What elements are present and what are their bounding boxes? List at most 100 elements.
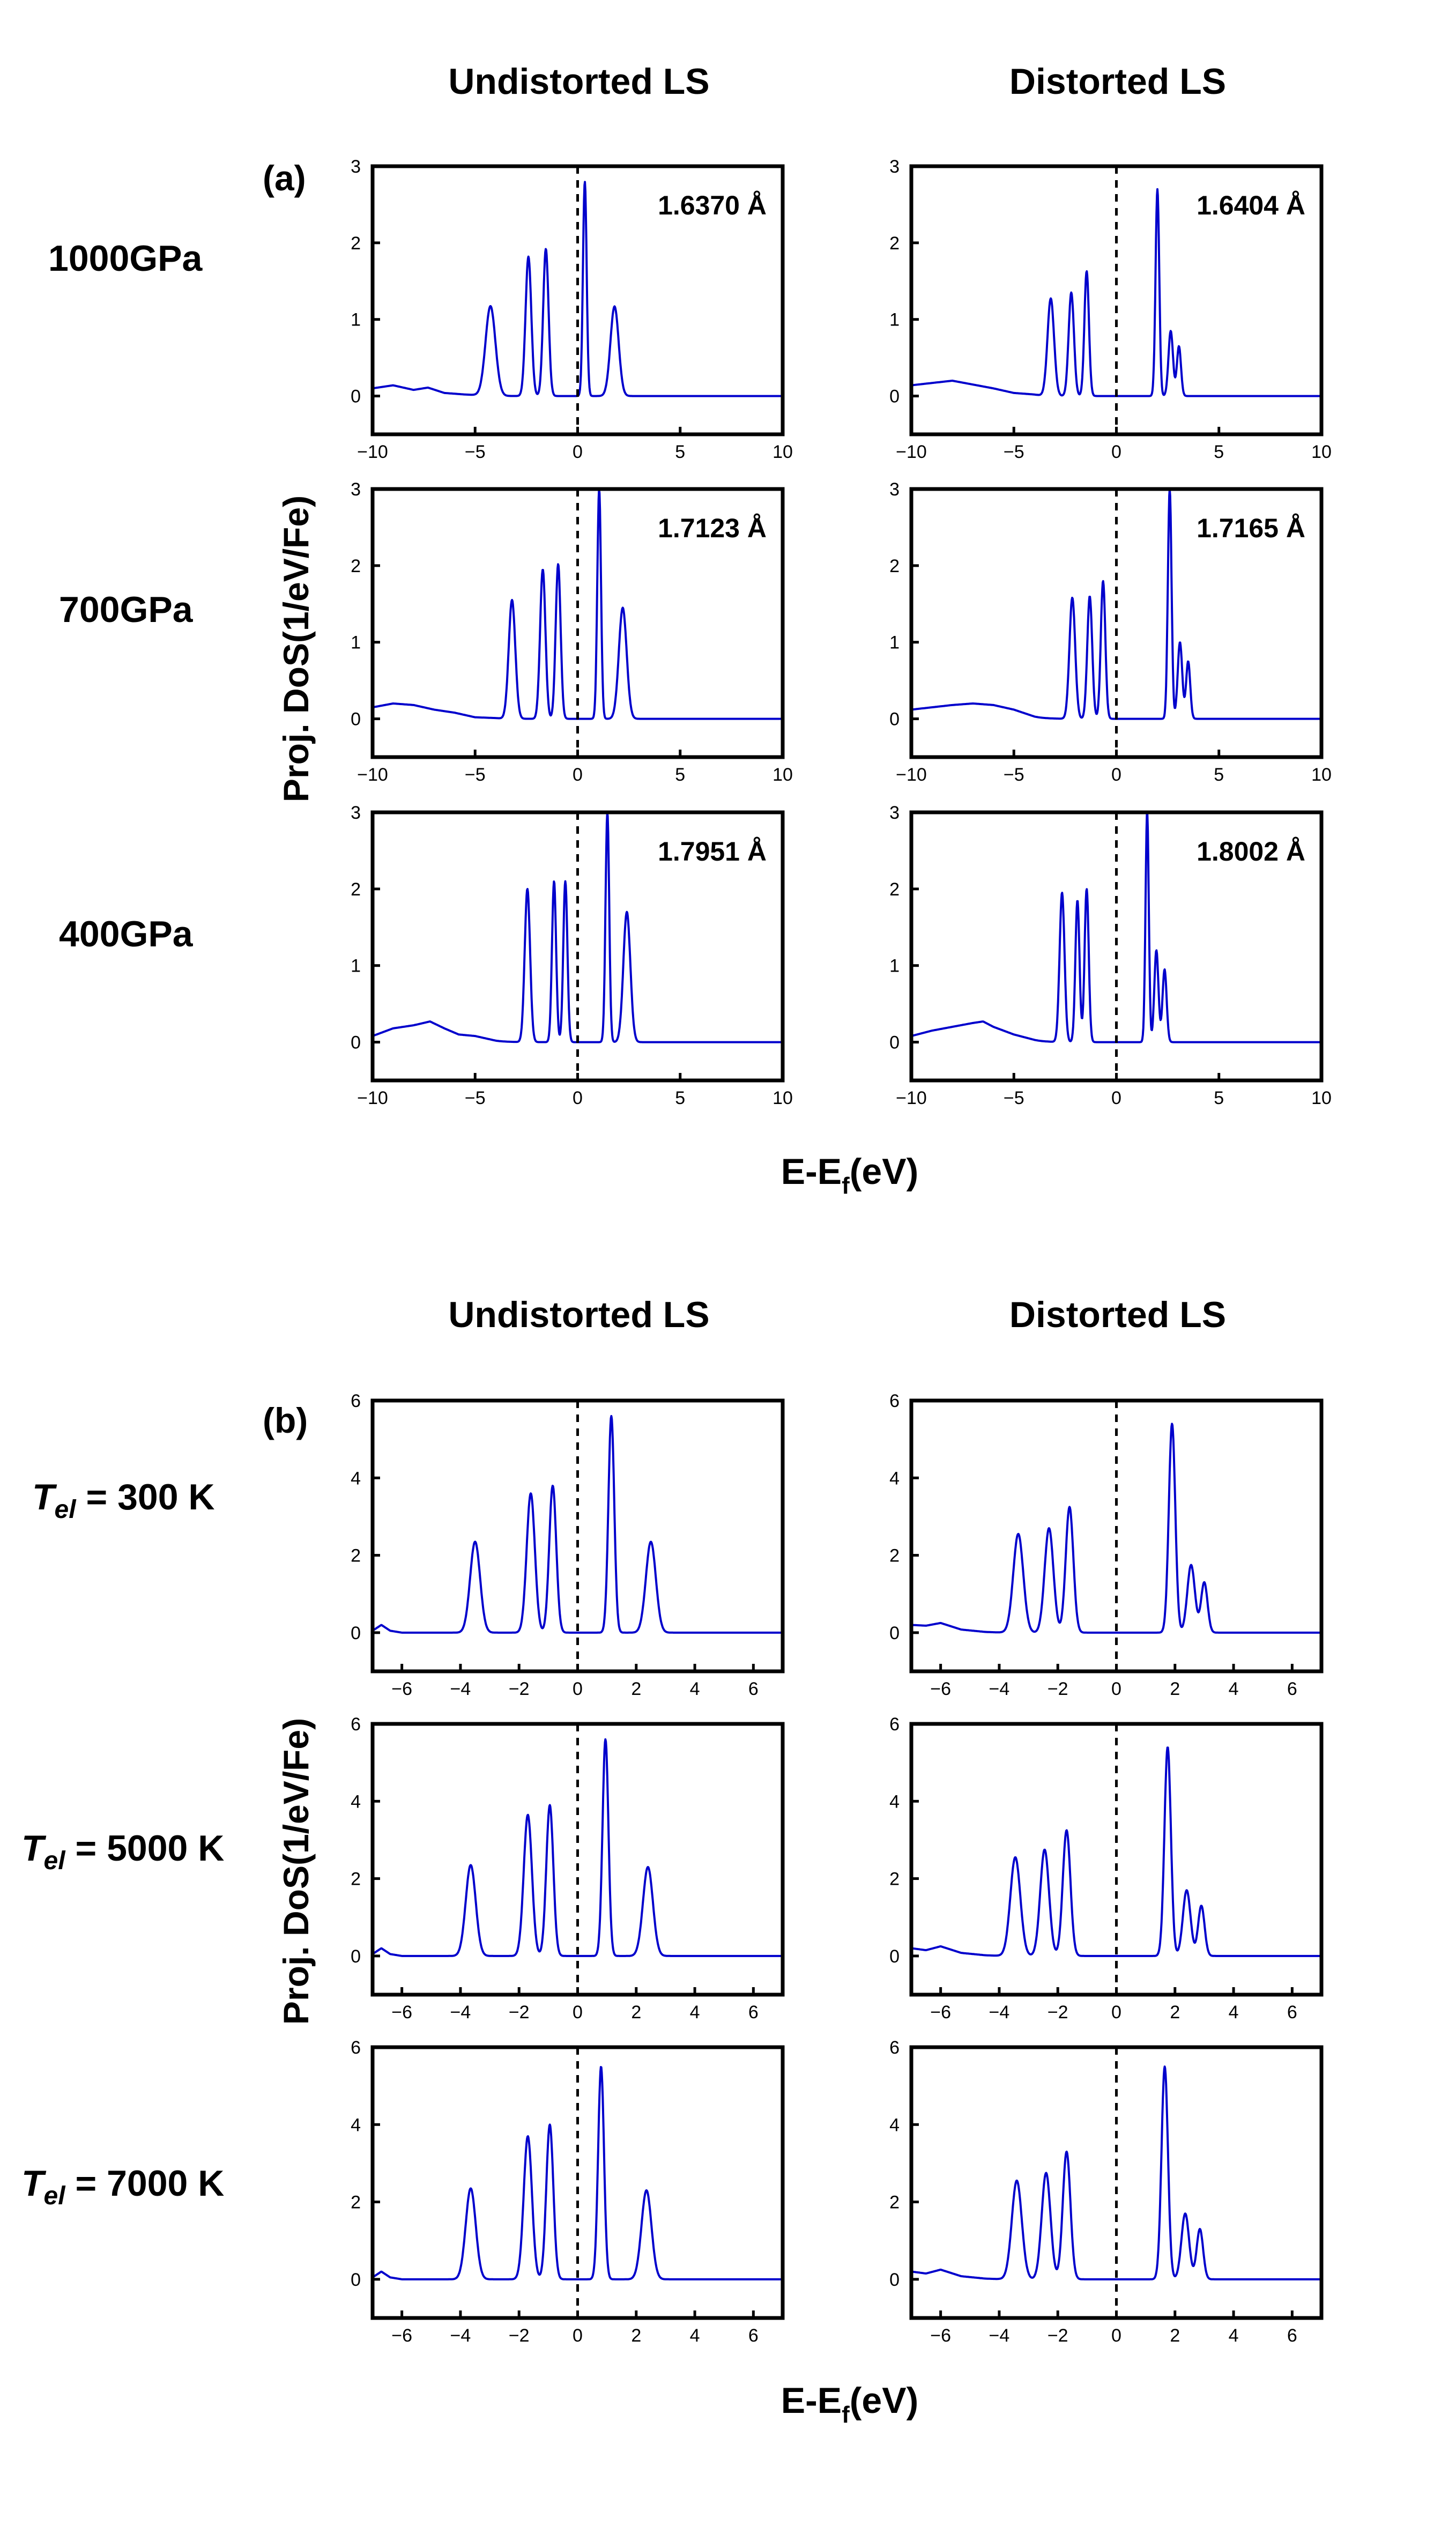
y-tick-label: 4 <box>889 1791 900 1812</box>
x-tick-label: −6 <box>391 1679 412 1699</box>
x-tick-label: −2 <box>509 2325 530 2346</box>
x-tick-label: −4 <box>989 1679 1010 1699</box>
x-tick-label: −2 <box>509 1679 530 1699</box>
y-tick-label: 6 <box>351 1391 361 1411</box>
row-label-tel-5000k-sub: el <box>44 1847 66 1875</box>
x-tick-label: −10 <box>357 765 388 785</box>
x-tick-label: −10 <box>896 1088 927 1108</box>
y-tick-label: 2 <box>351 1869 361 1890</box>
x-tick-label: 0 <box>1111 1088 1121 1108</box>
x-tick-label: 0 <box>573 2002 583 2023</box>
dos-plot-a-1000-undist: −10 −5 0 5 10 0 1 2 3 1.6370 Å <box>351 157 793 462</box>
x-tick-label: 2 <box>631 2002 641 2023</box>
dos-plot-b-7000-dist: −6 −4 −2 0 2 4 6 0 2 4 6 <box>889 2038 1324 2346</box>
bond-length-annotation: 1.7165 Å <box>1197 513 1305 543</box>
x-tick-label: 4 <box>690 2002 700 2023</box>
x-tick-label: −6 <box>391 2002 412 2023</box>
y-tick-label: 0 <box>351 387 361 407</box>
y-tick-label: 2 <box>889 1869 900 1890</box>
x-tick-label: 2 <box>1170 2325 1180 2346</box>
x-tick-label: −10 <box>896 765 927 785</box>
x-tick-label: 2 <box>1170 2002 1180 2023</box>
x-tick-label: −4 <box>450 2002 471 2023</box>
y-axis-label-b: Proj. DoS(1/eV/Fe) <box>276 1718 316 2025</box>
y-tick-label: 0 <box>351 1946 361 1967</box>
dos-plot-b-5000-undist: −6 −4 −2 0 2 4 6 0 2 4 6 <box>351 1714 785 2023</box>
dos-plot-b-300-dist: −6 −4 −2 0 2 4 6 0 2 4 6 <box>889 1391 1324 1699</box>
row-label-tel-300k-main: = 300 K <box>76 1477 215 1517</box>
x-tick-label: −5 <box>465 442 486 462</box>
x-tick-label: 10 <box>1311 765 1332 785</box>
y-tick-label: 2 <box>351 1546 361 1566</box>
dos-curve <box>910 1423 1323 1634</box>
y-tick-label: 0 <box>889 1946 900 1967</box>
x-tick-label: −6 <box>391 2325 412 2346</box>
y-tick-label: 6 <box>889 1714 900 1735</box>
x-tick-label: 5 <box>675 765 685 785</box>
y-tick-label: 1 <box>351 956 361 976</box>
y-tick-label: 6 <box>351 1714 361 1735</box>
y-tick-label: 2 <box>889 2193 900 2213</box>
row-label-tel-7000k-t: T <box>21 2163 47 2204</box>
y-tick-label: 2 <box>889 1546 900 1566</box>
y-tick-label: 2 <box>889 233 900 254</box>
x-tick-label: −6 <box>930 2002 951 2023</box>
dos-plot-b-5000-dist: −6 −4 −2 0 2 4 6 0 2 4 6 <box>889 1714 1324 2023</box>
x-axis-label-b-tail: (eV) <box>850 2380 918 2421</box>
x-axis-label-b: E-Ef(eV) <box>781 2380 918 2428</box>
x-tick-label: 4 <box>1229 2002 1239 2023</box>
dos-curve <box>910 1746 1323 1957</box>
bond-length-annotation: 1.6370 Å <box>658 190 767 220</box>
x-tick-label: 0 <box>1111 765 1121 785</box>
y-tick-label: 3 <box>889 479 900 500</box>
bond-length-annotation: 1.7123 Å <box>658 513 767 543</box>
y-tick-label: 3 <box>351 479 361 500</box>
y-tick-label: 4 <box>889 1468 900 1488</box>
row-label-tel-7000k: Tel = 7000 K <box>21 2163 224 2210</box>
y-tick-label: 2 <box>889 556 900 576</box>
y-tick-label: 3 <box>351 157 361 177</box>
x-tick-label: −5 <box>1004 442 1024 462</box>
x-axis-label-a-sub: f <box>842 1173 850 1199</box>
x-tick-label: −5 <box>1004 765 1024 785</box>
x-tick-label: 6 <box>1287 2002 1297 2023</box>
dos-plot-b-300-undist: −6 −4 −2 0 2 4 6 0 2 4 6 <box>351 1391 785 1699</box>
x-tick-label: 10 <box>772 1088 793 1108</box>
x-tick-label: 2 <box>631 1679 641 1699</box>
y-tick-label: 2 <box>351 233 361 254</box>
y-tick-label: 1 <box>351 310 361 330</box>
x-tick-label: −4 <box>450 2325 471 2346</box>
y-tick-label: 0 <box>889 1623 900 1643</box>
y-tick-label: 2 <box>889 879 900 900</box>
panel-label-b: (b) <box>263 1401 308 1440</box>
dos-curve <box>372 2066 784 2280</box>
x-tick-label: 5 <box>1214 442 1224 462</box>
x-tick-label: −2 <box>1048 2325 1068 2346</box>
x-tick-label: 0 <box>1111 1679 1121 1699</box>
panel-label-a: (a) <box>263 158 306 198</box>
y-tick-label: 2 <box>351 556 361 576</box>
y-tick-label: 1 <box>889 956 900 976</box>
y-tick-label: 1 <box>889 310 900 330</box>
row-label-tel-5000k-main: = 5000 K <box>65 1828 225 1869</box>
x-tick-label: −4 <box>989 2002 1010 2023</box>
y-tick-label: 3 <box>889 157 900 177</box>
x-axis-label-a-tail: (eV) <box>850 1151 918 1192</box>
y-tick-label: 4 <box>889 2115 900 2135</box>
x-tick-label: −10 <box>357 442 388 462</box>
y-tick-label: 0 <box>351 2270 361 2290</box>
y-tick-label: 0 <box>889 387 900 407</box>
x-tick-label: −5 <box>465 765 486 785</box>
x-tick-label: 0 <box>1111 442 1121 462</box>
x-tick-label: −4 <box>450 1679 471 1699</box>
x-tick-label: 0 <box>573 442 583 462</box>
row-label-tel-5000k: Tel = 5000 K <box>21 1828 224 1875</box>
x-tick-label: 10 <box>772 442 793 462</box>
bond-length-annotation: 1.8002 Å <box>1197 836 1305 866</box>
x-tick-label: 10 <box>772 765 793 785</box>
row-label-tel-300k: Tel = 300 K <box>32 1477 215 1524</box>
column-header-distorted-b: Distorted LS <box>1009 1294 1226 1335</box>
dos-plot-a-700-undist: −10 −5 0 5 10 0 1 2 3 1.7123 Å <box>351 479 793 785</box>
